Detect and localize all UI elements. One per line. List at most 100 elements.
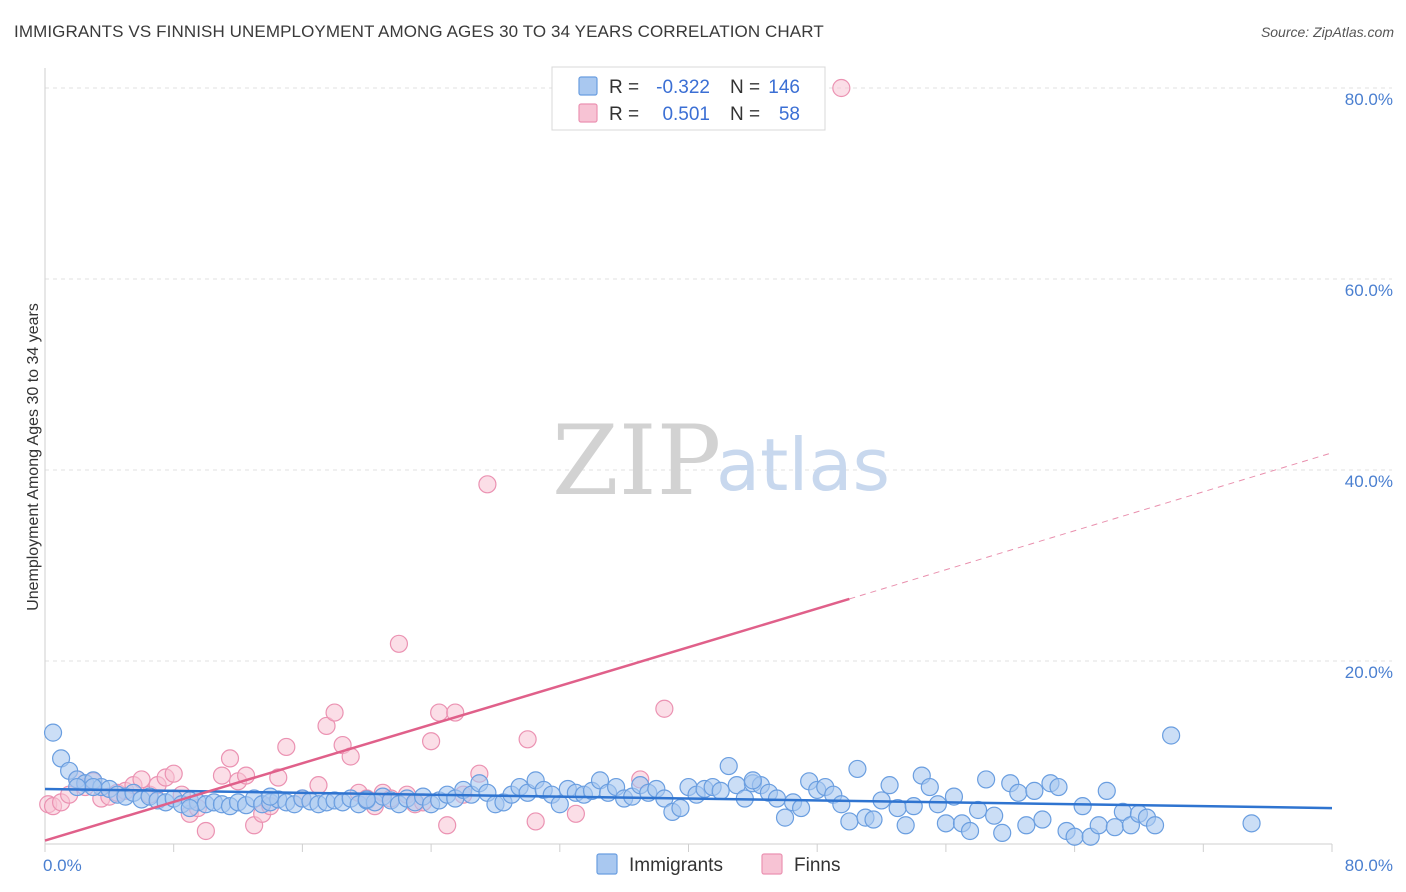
immigrants-point: [968, 800, 988, 820]
legend-r-label-immigrants: R =: [609, 77, 639, 98]
immigrants-point: [944, 787, 964, 806]
immigrants-point: [1065, 827, 1084, 846]
finns-point: [438, 816, 457, 835]
immigrants-point: [880, 776, 899, 795]
legend-n-value-immigrants: 146: [768, 77, 800, 98]
finns-point: [269, 768, 288, 787]
immigrants-point: [936, 814, 956, 833]
series-legend-immigrants: Immigrants: [629, 855, 723, 876]
immigrants-point: [1017, 816, 1036, 835]
immigrants-point: [775, 808, 795, 827]
y-tick-label: 40.0%: [1345, 472, 1393, 491]
legend-r-label-finns: R =: [609, 104, 639, 125]
immigrants-point: [985, 806, 1004, 825]
immigrants-point: [792, 798, 811, 818]
immigrants-point: [357, 790, 376, 809]
immigrants-points: [43, 723, 1261, 846]
series-legend-finns: Finns: [794, 855, 840, 876]
immigrants-point: [960, 821, 980, 841]
immigrants-point: [261, 787, 280, 806]
series-legend: Immigrants Finns: [596, 853, 840, 876]
immigrants-point: [68, 777, 87, 797]
immigrants-point: [848, 759, 867, 779]
finns-point: [526, 812, 545, 831]
finns-trend-extension: [849, 452, 1333, 600]
finns-point: [196, 821, 215, 841]
immigrants-point: [1145, 816, 1165, 835]
immigrants-point: [1049, 777, 1068, 797]
finns-point: [317, 716, 336, 736]
finns-point: [655, 699, 674, 718]
watermark: ZIP atlas: [552, 405, 890, 517]
finns-point: [422, 732, 441, 751]
immigrants-point: [1105, 818, 1124, 837]
finns-point: [832, 78, 851, 98]
immigrants-point: [896, 816, 915, 835]
finns-trend-line: [44, 597, 850, 842]
immigrants-point: [1242, 814, 1261, 833]
finns-point: [325, 703, 344, 722]
immigrants-trend-line: [44, 787, 1333, 810]
x-tick-label: 80.0%: [1345, 856, 1393, 875]
immigrants-point: [550, 795, 569, 814]
grid-lines: [45, 87, 1392, 662]
immigrants-point: [1073, 797, 1092, 816]
finns-point: [212, 766, 232, 785]
immigrants-point: [993, 823, 1012, 843]
source-label: Source: ZipAtlas.com: [1260, 24, 1394, 40]
immigrants-point: [977, 770, 996, 789]
chart-title: IMMIGRANTS VS FINNISH UNEMPLOYMENT AMONG…: [14, 22, 824, 41]
legend-n-value-finns: 58: [779, 104, 800, 125]
finns-point: [132, 770, 151, 789]
watermark-atlas: atlas: [716, 423, 890, 507]
finns-point: [277, 737, 296, 757]
immigrants-point: [180, 798, 199, 818]
immigrants-point: [1009, 783, 1028, 802]
immigrants-point: [1033, 810, 1052, 829]
y-tick-label: 80.0%: [1345, 90, 1393, 109]
watermark-zip: ZIP: [552, 405, 721, 517]
immigrants-point: [840, 812, 859, 831]
immigrants-point: [743, 771, 762, 790]
immigrants-point: [671, 798, 690, 818]
legend-r-value-finns: 0.501: [662, 104, 710, 125]
immigrants-point: [719, 756, 738, 776]
finns-point: [309, 776, 328, 795]
series-legend-swatch-immigrants: [596, 853, 618, 875]
immigrants-point: [1097, 781, 1116, 800]
y-axis-label: Unemployment Among Ages 30 to 34 years: [25, 303, 42, 611]
immigrants-point: [832, 795, 851, 814]
immigrants-point: [711, 781, 730, 800]
legend-swatch-immigrants: [578, 76, 598, 96]
legend-n-label-immigrants: N =: [730, 77, 760, 98]
axes: [44, 68, 1333, 852]
finns-point: [389, 634, 409, 653]
x-tick-labels: 0.0% 80.0%: [43, 856, 1393, 875]
finns-point: [164, 764, 183, 783]
immigrants-point: [920, 777, 939, 797]
immigrants-point: [1162, 726, 1181, 745]
y-tick-label: 20.0%: [1345, 663, 1393, 682]
immigrants-point: [84, 777, 103, 797]
finns-point: [566, 804, 585, 823]
x-tick-label: 0.0%: [43, 856, 82, 875]
finns-point: [478, 475, 497, 494]
legend-r-value-immigrants: -0.322: [656, 77, 710, 98]
y-tick-label: 60.0%: [1345, 281, 1393, 300]
immigrants-point: [1025, 781, 1044, 800]
trend-lines: [44, 452, 1333, 842]
immigrants-point: [1089, 816, 1108, 835]
immigrants-point: [928, 795, 947, 814]
legend-n-label-finns: N =: [730, 104, 760, 125]
finns-point: [220, 749, 240, 768]
correlation-legend: R = -0.322 N = 146 R = 0.501 N = 58: [551, 66, 826, 131]
finns-point: [430, 703, 449, 722]
immigrants-point: [904, 797, 923, 816]
y-tick-labels: 20.0% 40.0% 60.0% 80.0%: [1345, 90, 1393, 682]
finns-point: [518, 730, 537, 749]
series-legend-swatch-finns: [761, 853, 783, 875]
legend-swatch-finns: [578, 103, 598, 123]
immigrants-point: [43, 723, 63, 742]
immigrants-point: [864, 810, 883, 829]
